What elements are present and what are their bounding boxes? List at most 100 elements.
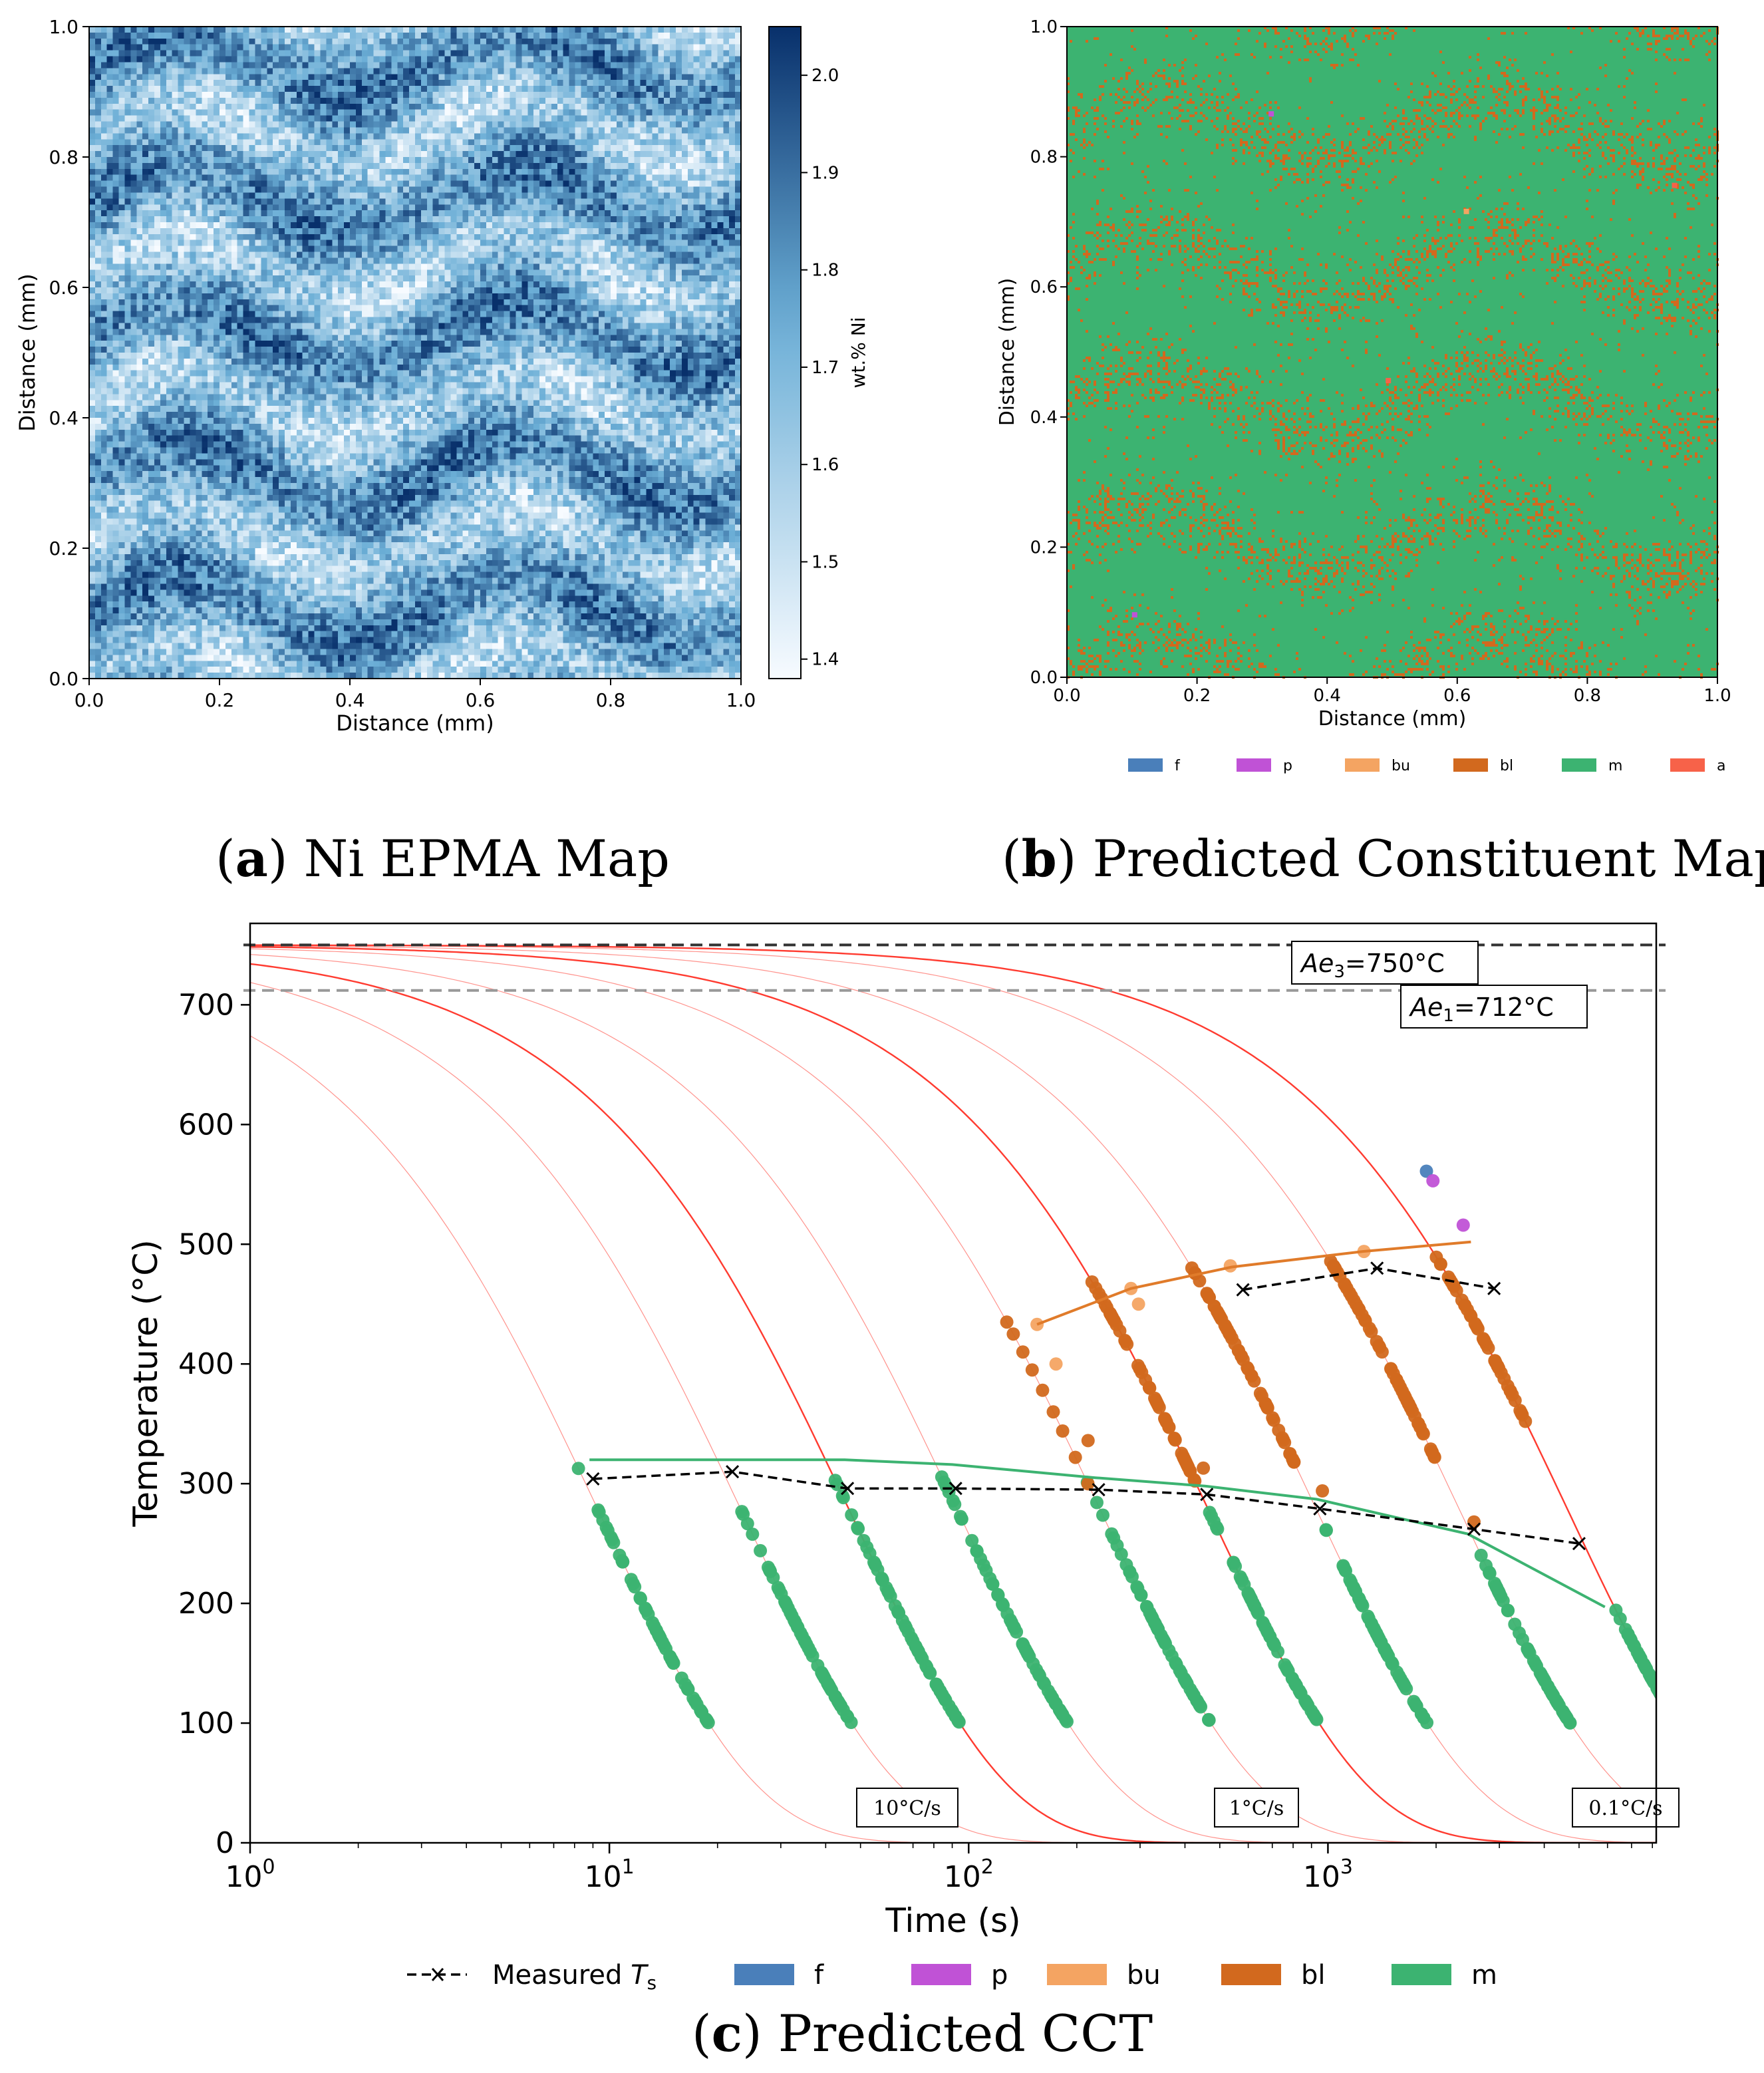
ni-map-cell	[658, 287, 664, 294]
ni-map-cell	[214, 115, 220, 122]
ni-map-cell	[237, 257, 244, 264]
ni-map-cell	[202, 198, 208, 205]
ni-map-cell	[124, 180, 131, 188]
ni-map-cell	[640, 222, 647, 229]
ni-map-cell	[575, 210, 582, 217]
ni-map-cell	[196, 222, 202, 229]
ni-map-cell	[118, 162, 126, 170]
ni-map-cell	[628, 210, 635, 217]
ni-map-cell	[504, 174, 511, 182]
ni-map-cell	[699, 44, 706, 51]
ni-map-cell	[498, 198, 505, 205]
ni-map-cell	[403, 174, 410, 182]
ni-map-cell	[94, 56, 102, 63]
ni-map-cell	[599, 103, 605, 110]
ni-map-cell	[385, 192, 392, 199]
ni-map-cell	[486, 287, 493, 294]
ni-map-cell	[148, 275, 155, 282]
ni-map-cell	[693, 281, 700, 288]
ni-map-cell	[273, 133, 279, 140]
ni-map-cell	[202, 180, 208, 188]
ni-map-cell	[148, 269, 155, 276]
ni-map-cell	[515, 263, 522, 270]
ni-map-cell	[308, 186, 315, 194]
ni-map-cell	[409, 245, 416, 253]
ni-map-cell	[480, 56, 487, 63]
ni-map-cell	[539, 210, 546, 217]
ni-map-cell	[652, 44, 659, 51]
ni-map-cell	[462, 32, 469, 39]
ni-map-cell	[308, 27, 315, 33]
ni-map-cell	[130, 103, 137, 110]
ni-map-cell	[314, 198, 321, 205]
ni-map-cell	[320, 222, 327, 229]
ni-map-cell	[326, 139, 333, 146]
ni-map-cell	[367, 145, 374, 152]
ni-map-cell	[202, 269, 208, 276]
ni-map-cell	[273, 127, 279, 134]
ni-map-cell	[664, 257, 670, 264]
ni-map-cell	[350, 168, 357, 176]
ni-map-cell	[296, 228, 303, 235]
ni-map-cell	[148, 263, 155, 270]
ni-map-cell	[160, 97, 167, 104]
ni-map-cell	[142, 251, 149, 259]
ni-map-cell	[184, 74, 191, 80]
ni-map-cell	[290, 269, 297, 276]
ni-map-cell	[243, 287, 250, 294]
ni-map-cell	[320, 192, 327, 199]
ni-map-cell	[285, 157, 291, 164]
ni-map-cell	[462, 44, 469, 51]
ni-map-cell	[729, 192, 736, 199]
ni-map-cell	[355, 86, 363, 92]
ni-map-cell	[587, 62, 593, 69]
ni-map-cell	[521, 50, 528, 57]
ni-map-cell	[474, 186, 481, 194]
ni-map-cell	[593, 145, 599, 152]
ni-map-cell	[670, 97, 676, 104]
ni-map-cell	[94, 168, 102, 176]
ni-map-cell	[438, 68, 446, 75]
ni-map-cell	[373, 121, 380, 128]
ni-map-cell	[652, 275, 659, 282]
ni-map-cell	[190, 74, 196, 80]
ni-map-cell	[403, 86, 410, 92]
ni-map-cell	[100, 38, 108, 45]
ni-map-cell	[474, 204, 481, 211]
ni-map-cell	[208, 121, 214, 128]
ni-map-cell	[492, 204, 499, 211]
ni-map-cell	[367, 222, 374, 229]
ni-map-cell	[498, 186, 505, 194]
ni-map-cell	[681, 74, 688, 80]
ni-map-cell	[160, 239, 167, 247]
ni-map-cell	[172, 210, 179, 217]
ni-map-cell	[148, 281, 155, 288]
ni-map-cell	[89, 269, 96, 276]
ni-map-cell	[361, 44, 368, 51]
ni-map-cell	[587, 198, 593, 205]
ni-map-cell	[332, 44, 339, 51]
ni-map-cell	[385, 38, 392, 45]
ni-map-cell	[681, 133, 688, 140]
ni-map-cell	[403, 186, 410, 194]
ni-map-cell	[587, 269, 593, 276]
ni-map-cell	[314, 74, 321, 80]
ni-map-cell	[290, 74, 297, 80]
ni-map-cell	[432, 198, 440, 205]
ni-map-cell	[634, 145, 641, 152]
ni-map-cell	[290, 145, 297, 152]
ni-map-cell	[231, 50, 238, 57]
ni-map-cell	[290, 204, 297, 211]
ni-map-cell	[332, 157, 339, 164]
ni-map-cell	[320, 139, 327, 146]
ni-map-cell	[676, 62, 682, 69]
ni-map-cell	[142, 74, 149, 80]
ni-map-cell	[403, 168, 410, 176]
ni-map-cell	[569, 269, 576, 276]
ni-map-cell	[521, 74, 528, 80]
ni-map-cell	[100, 157, 108, 164]
ni-map-cell	[338, 228, 345, 235]
ni-map-cell	[545, 103, 552, 110]
ni-map-cell	[136, 115, 143, 122]
ni-map-cell	[196, 287, 202, 294]
